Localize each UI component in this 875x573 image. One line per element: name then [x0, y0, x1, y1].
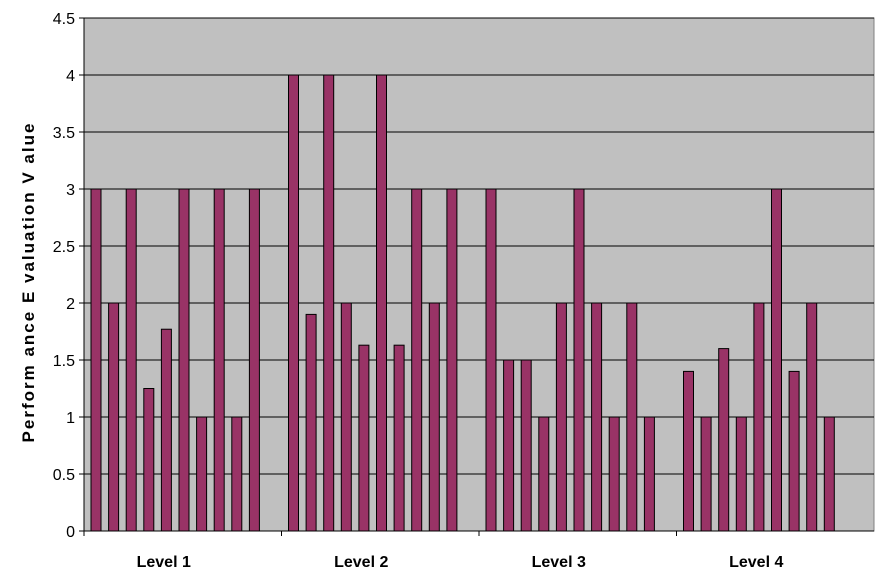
bar — [771, 188, 782, 532]
bar — [411, 188, 423, 532]
bar — [788, 370, 800, 532]
y-tick-label: 1.5 — [53, 353, 75, 370]
bar — [626, 302, 638, 532]
bar — [231, 416, 243, 532]
bar — [340, 302, 352, 532]
y-tick-labels: 0 0.5 1 1.5 2 2.5 3 3.5 4 4.5 — [53, 11, 75, 541]
y-tick-label: 2 — [66, 296, 75, 313]
category-label: Level 4 — [729, 554, 783, 571]
bar — [485, 188, 497, 532]
category-labels: Level 1 Level 2 Level 3 Level 4 — [137, 554, 784, 571]
bar — [753, 302, 765, 532]
y-tick-label: 3 — [66, 182, 75, 199]
bar — [538, 416, 550, 532]
bar — [213, 188, 225, 532]
bar — [718, 348, 730, 532]
bar — [358, 344, 370, 532]
bar — [555, 302, 567, 532]
bar — [608, 416, 620, 532]
bar — [573, 188, 585, 532]
axes — [79, 17, 874, 536]
bar — [90, 188, 102, 532]
bar — [143, 388, 155, 532]
y-tick-label: 4 — [66, 68, 75, 85]
bar — [643, 416, 655, 532]
bar — [591, 302, 603, 532]
bar — [160, 328, 172, 532]
bar — [520, 359, 532, 532]
bar — [288, 74, 299, 532]
bar — [125, 188, 137, 532]
y-tick-label: 2.5 — [53, 239, 75, 256]
category-label: Level 2 — [334, 554, 388, 571]
y-axis-title: Perform ance E valuation V alue — [19, 122, 38, 443]
category-label: Level 1 — [137, 554, 191, 571]
bar — [393, 344, 405, 532]
y-tick-label: 0.5 — [53, 467, 75, 484]
bar — [376, 74, 387, 532]
y-tick-label: 1 — [66, 410, 75, 427]
bar — [700, 416, 712, 532]
bar — [503, 359, 515, 532]
bar — [108, 302, 120, 532]
category-label: Level 3 — [532, 554, 586, 571]
bar — [823, 416, 835, 532]
bar — [428, 302, 440, 532]
bar — [305, 313, 317, 532]
bar — [446, 188, 458, 532]
bar — [196, 416, 208, 532]
bar — [323, 74, 335, 532]
bar — [178, 188, 190, 532]
bar — [248, 188, 260, 532]
y-tick-label: 4.5 — [53, 11, 75, 28]
bar — [806, 302, 818, 532]
bar — [735, 416, 747, 532]
y-tick-label: 0 — [66, 524, 75, 541]
bar — [683, 370, 694, 532]
y-tick-label: 3.5 — [53, 125, 75, 142]
bars — [90, 74, 835, 532]
